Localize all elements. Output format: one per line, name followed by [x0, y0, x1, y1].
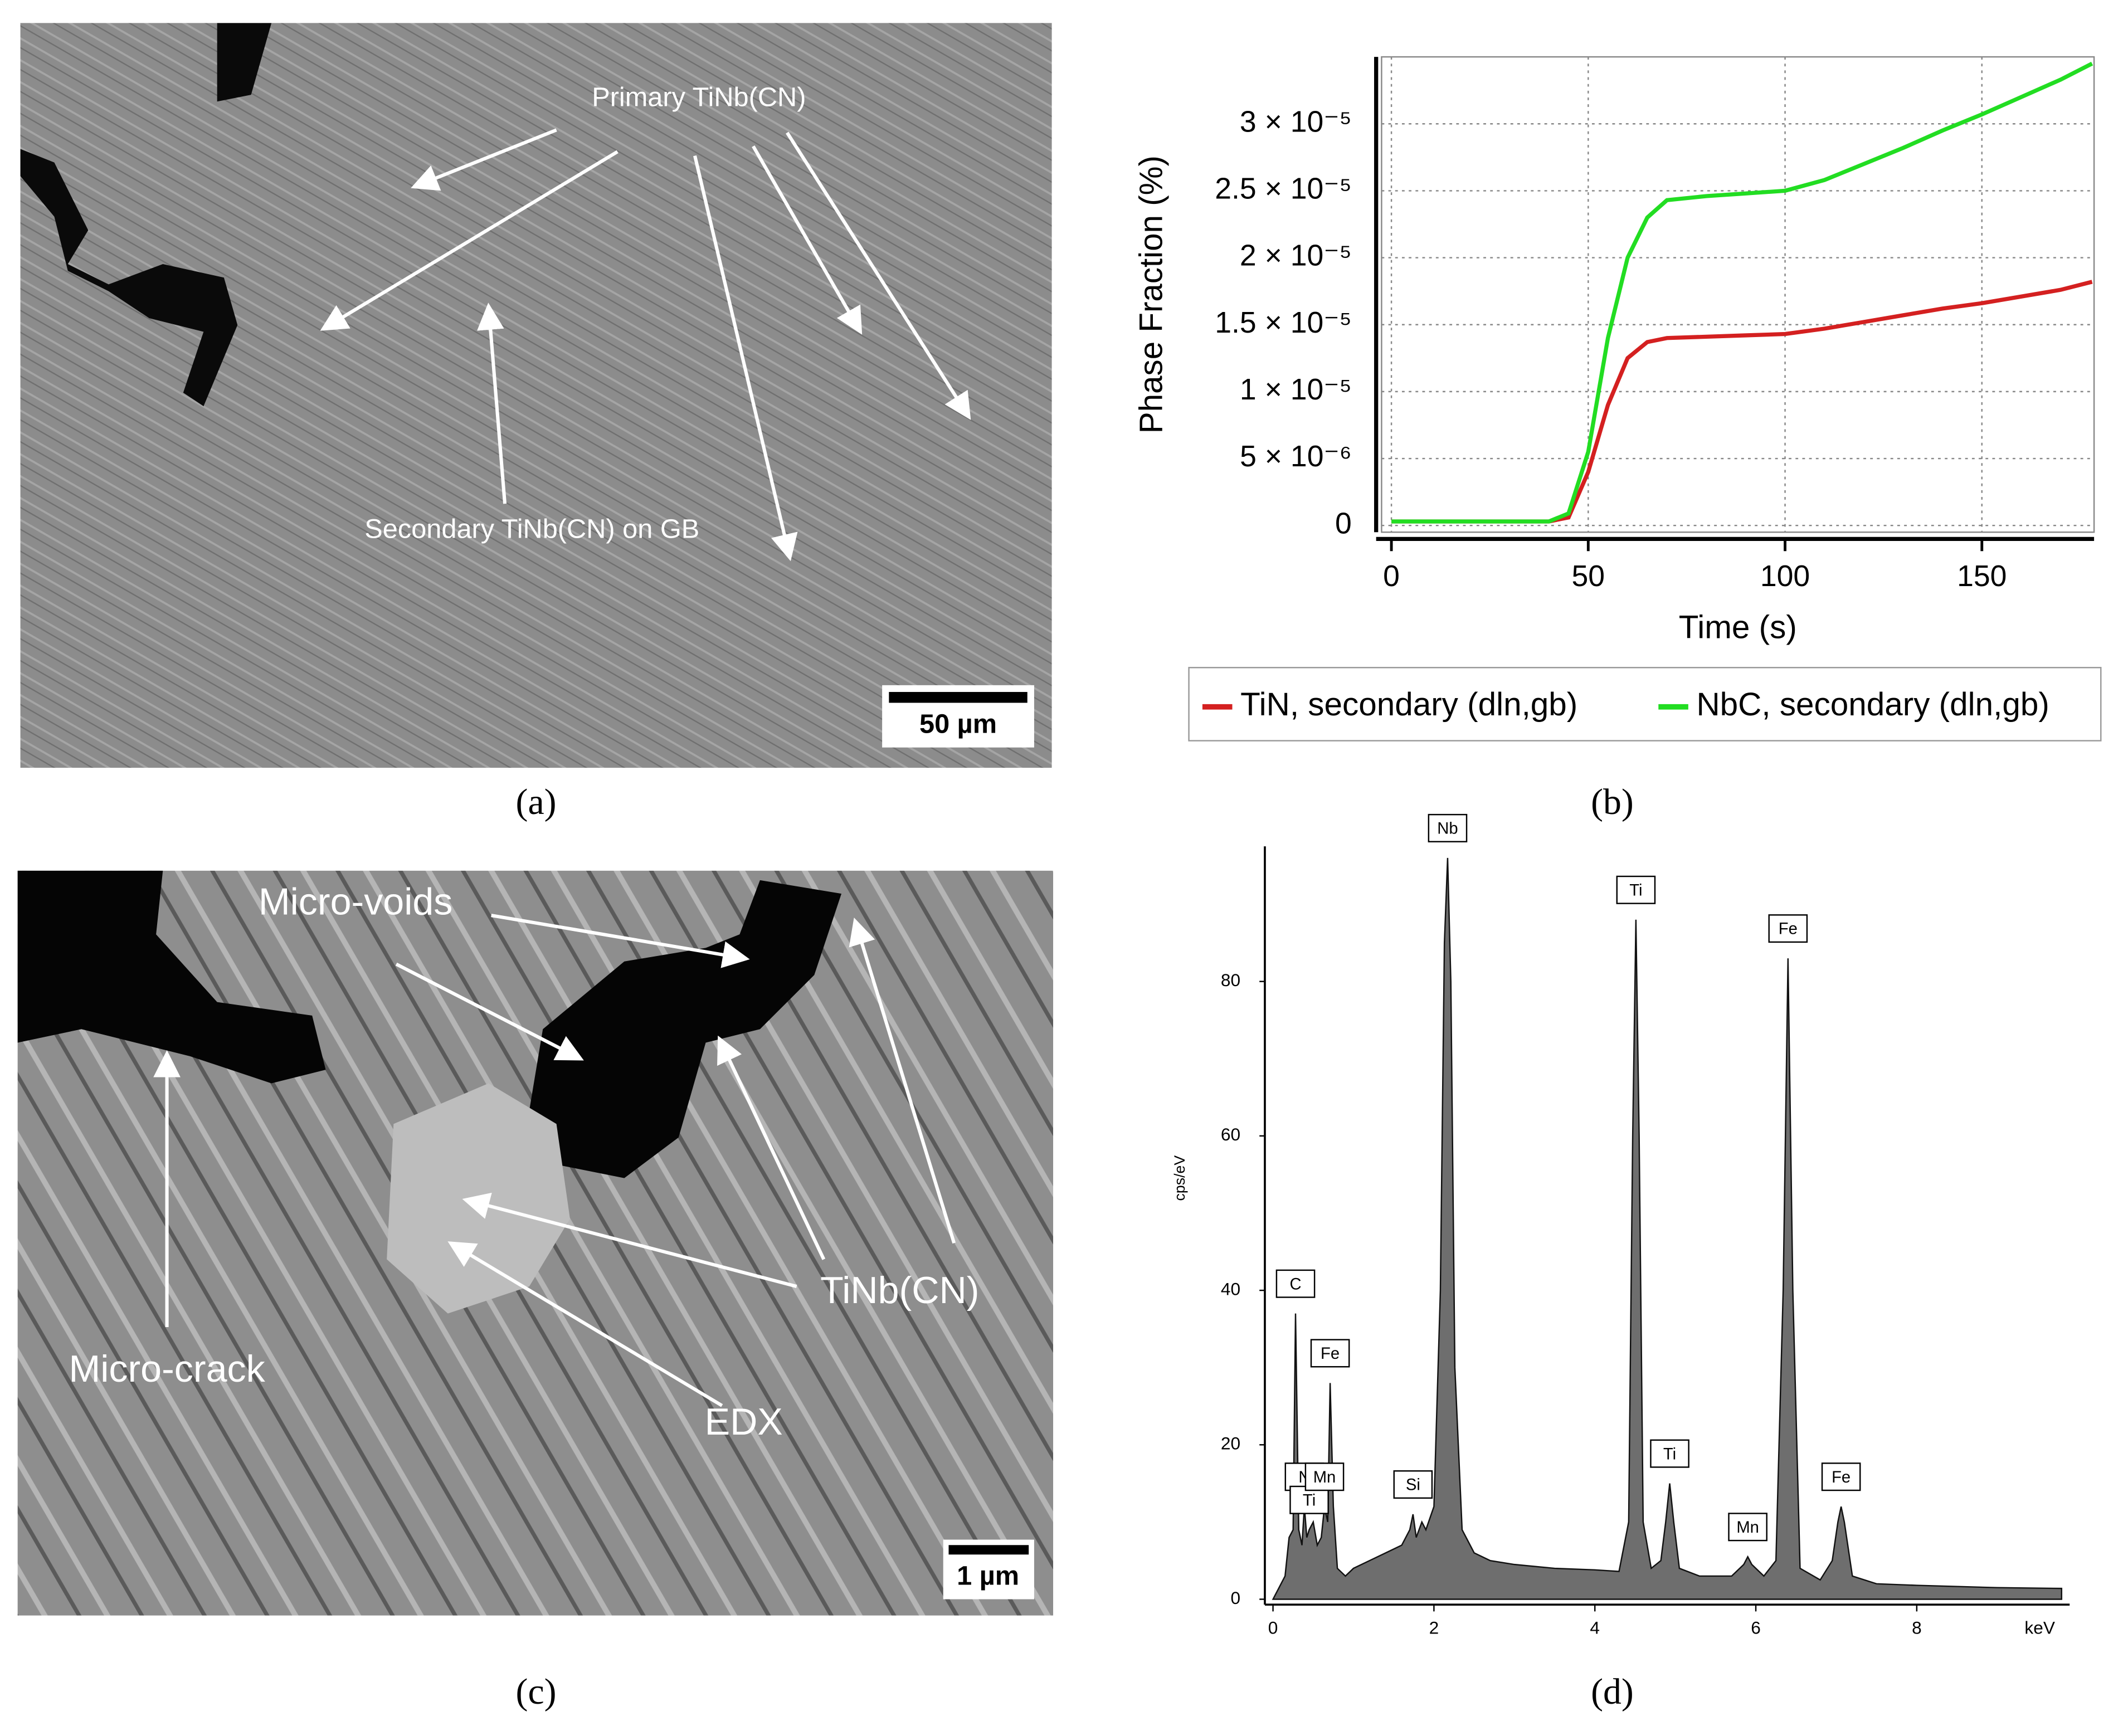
- y-tick-label: 5 × 10⁻⁶: [1240, 440, 1352, 473]
- series-line: [1391, 61, 2093, 524]
- peak-label-box: [1310, 1339, 1350, 1368]
- panel-c: Micro-voids Micro-crack TiNb(CN) EDX 1 µ…: [17, 870, 1054, 1712]
- x-tick-label: 4: [1590, 1617, 1600, 1637]
- y-tick-label: 2 × 10⁻⁵: [1240, 240, 1352, 272]
- y-tick-label: 40: [1221, 1279, 1240, 1299]
- peak-label: Nb: [1437, 820, 1458, 838]
- scale-bar-label: 50 µm: [919, 709, 997, 739]
- peak-label: Ti: [1629, 881, 1642, 899]
- arrow: [462, 1192, 797, 1288]
- x-tick-label: 100: [1760, 560, 1810, 593]
- peak-label-box: [1616, 875, 1656, 904]
- arrow: [411, 128, 557, 191]
- peak-label: C: [1289, 1275, 1301, 1293]
- arrow: [447, 1241, 723, 1407]
- scale-bar-label: 1 µm: [957, 1561, 1019, 1591]
- peak-label: Fe: [1832, 1469, 1851, 1486]
- annotation: Primary TiNb(CN): [592, 82, 806, 112]
- legend-box: [1188, 667, 2102, 742]
- void: [17, 870, 842, 1178]
- annotation: EDX: [705, 1401, 783, 1443]
- x-tick-label: 150: [1957, 560, 2007, 593]
- caption: (a): [516, 782, 557, 822]
- spectrum: [1272, 857, 2063, 1600]
- y-tick-label: 0: [1335, 507, 1352, 540]
- x-tick-label: 0: [1268, 1617, 1278, 1637]
- annotation: Micro-voids: [259, 881, 453, 923]
- peak-label: Mn: [1313, 1469, 1336, 1486]
- peak-label-box: [1304, 1462, 1345, 1491]
- peak-label-box: [1275, 1269, 1316, 1298]
- arrow: [717, 1035, 826, 1260]
- y-axis-label: Phase Fraction (%): [1133, 155, 1170, 433]
- arrow: [491, 914, 750, 968]
- x-tick-label: 6: [1751, 1617, 1761, 1637]
- scale-bar: [948, 1545, 1029, 1555]
- scale-bar: [889, 692, 1028, 703]
- y-tick-label: 80: [1221, 970, 1240, 990]
- peak-label-box: [1821, 1462, 1861, 1491]
- y-tick-label: 3 × 10⁻⁵: [1240, 105, 1352, 138]
- peak-label: Fe: [1321, 1345, 1340, 1363]
- arrow: [477, 303, 507, 504]
- peak-label-box: [1650, 1439, 1689, 1468]
- legend-label: NbC, secondary (dln,gb): [1696, 686, 2049, 723]
- y-tick-label: 2.5 × 10⁻⁵: [1215, 173, 1352, 206]
- arrow: [752, 145, 863, 335]
- peak-label: Fe: [1779, 920, 1798, 938]
- peak-label: Mn: [1736, 1519, 1759, 1537]
- arrow: [849, 917, 956, 1244]
- caption: (c): [516, 1671, 557, 1712]
- x-tick-label: 50: [1572, 560, 1605, 593]
- plot-area: [1381, 56, 2095, 533]
- y-tick-label: 60: [1221, 1124, 1240, 1144]
- y-tick-label: 1 × 10⁻⁵: [1240, 373, 1352, 406]
- annotation: Secondary TiNb(CN) on GB: [364, 514, 699, 544]
- y-tick-label: 20: [1221, 1433, 1240, 1454]
- arrow: [395, 962, 584, 1061]
- caption: (b): [1591, 782, 1634, 822]
- arrow: [786, 131, 971, 420]
- legend-label: TiN, secondary (dln,gb): [1240, 686, 1577, 723]
- y-tick-label: 0: [1231, 1588, 1241, 1608]
- peak-label-box: [1728, 1513, 1767, 1542]
- sem-image: [20, 23, 1052, 768]
- x-axis-label: Time (s): [1679, 609, 1797, 646]
- x-tick-label: 0: [1383, 560, 1400, 593]
- peak-label-box: [1393, 1470, 1433, 1499]
- peak-label-box: [1428, 813, 1468, 842]
- y-axis-label: cps/eV: [1171, 1155, 1188, 1201]
- y-tick-label: 1.5 × 10⁻⁵: [1215, 306, 1352, 339]
- panel-a: Primary TiNb(CN) Secondary TiNb(CN) on G…: [20, 23, 1052, 822]
- annotation: TiNb(CN): [820, 1269, 979, 1311]
- x-tick-label: 8: [1912, 1617, 1922, 1637]
- peak-label-box: [1768, 914, 1808, 943]
- peak-label: Si: [1406, 1476, 1420, 1494]
- arrow: [320, 150, 619, 331]
- peak-label: Ti: [1663, 1445, 1676, 1463]
- pore: [20, 23, 272, 407]
- x-axis-label: keV: [2024, 1617, 2055, 1637]
- x-tick-label: 2: [1429, 1617, 1439, 1637]
- peak-label: Ti: [1303, 1491, 1316, 1509]
- caption: (d): [1591, 1671, 1634, 1712]
- annotation: Micro-crack: [69, 1348, 265, 1390]
- arrow: [693, 155, 798, 562]
